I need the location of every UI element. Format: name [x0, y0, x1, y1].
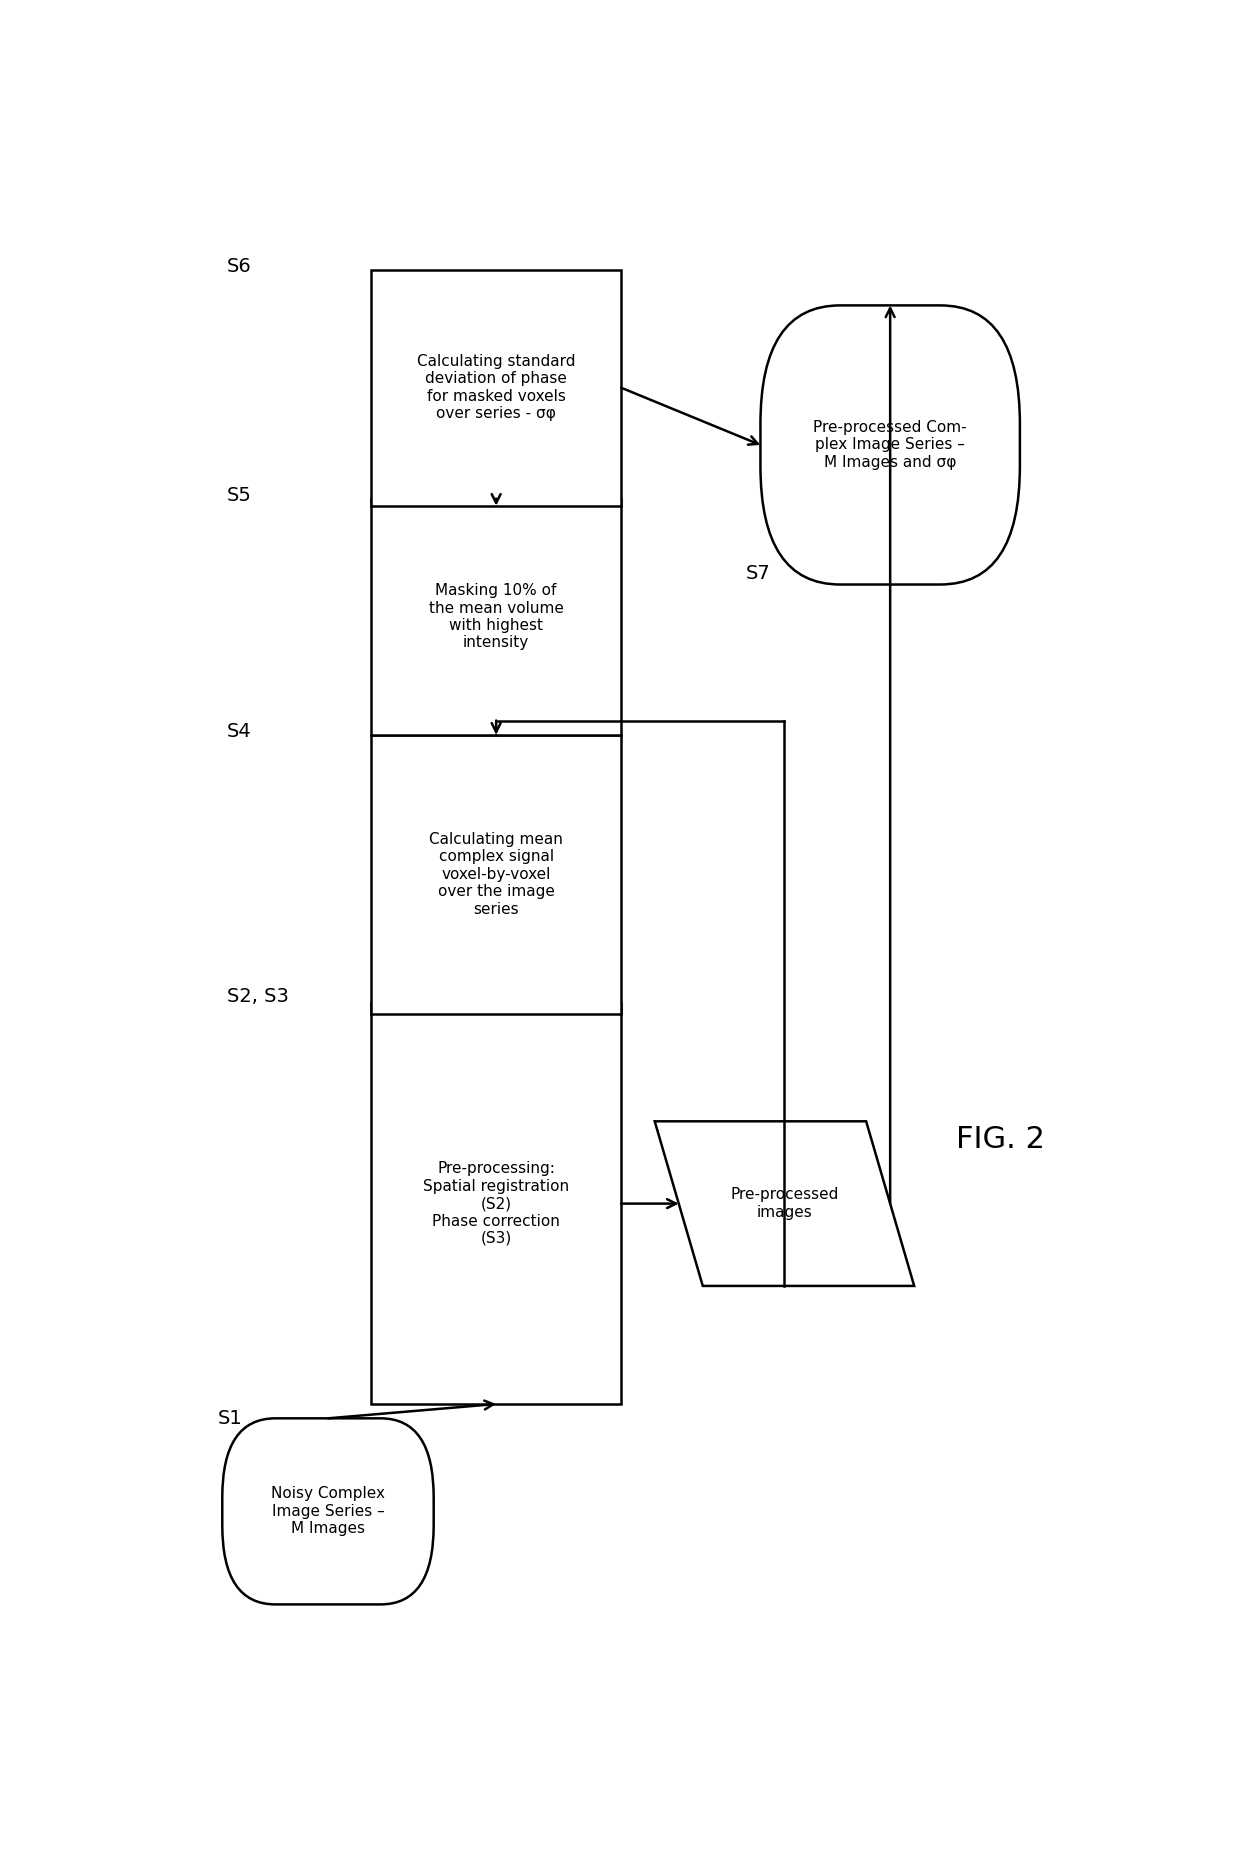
FancyBboxPatch shape	[222, 1418, 434, 1604]
Text: FIG. 2: FIG. 2	[956, 1125, 1045, 1154]
Text: Masking 10% of
the mean volume
with highest
intensity: Masking 10% of the mean volume with high…	[429, 584, 564, 651]
Text: S4: S4	[227, 721, 252, 740]
Text: S1: S1	[217, 1409, 242, 1428]
Text: Pre-processed Com-
plex Image Series –
M Images and σφ: Pre-processed Com- plex Image Series – M…	[813, 420, 967, 470]
Bar	[371, 498, 621, 734]
Polygon shape	[655, 1121, 914, 1286]
Text: S5: S5	[227, 485, 252, 504]
Bar	[371, 270, 621, 506]
Text: Calculating standard
deviation of phase
for masked voxels
over series - σφ: Calculating standard deviation of phase …	[417, 353, 575, 422]
Text: Calculating mean
complex signal
voxel-by-voxel
over the image
series: Calculating mean complex signal voxel-by…	[429, 833, 563, 916]
Text: S2, S3: S2, S3	[227, 987, 289, 1006]
Text: S7: S7	[746, 565, 771, 584]
Text: S6: S6	[227, 257, 252, 275]
Text: Pre-processed
images: Pre-processed images	[730, 1188, 838, 1220]
FancyBboxPatch shape	[760, 305, 1019, 584]
Bar	[371, 734, 621, 1013]
Text: Pre-processing:
Spatial registration
(S2)
Phase correction
(S3): Pre-processing: Spatial registration (S2…	[423, 1162, 569, 1246]
Text: Noisy Complex
Image Series –
M Images: Noisy Complex Image Series – M Images	[272, 1487, 384, 1536]
Bar	[371, 1004, 621, 1404]
